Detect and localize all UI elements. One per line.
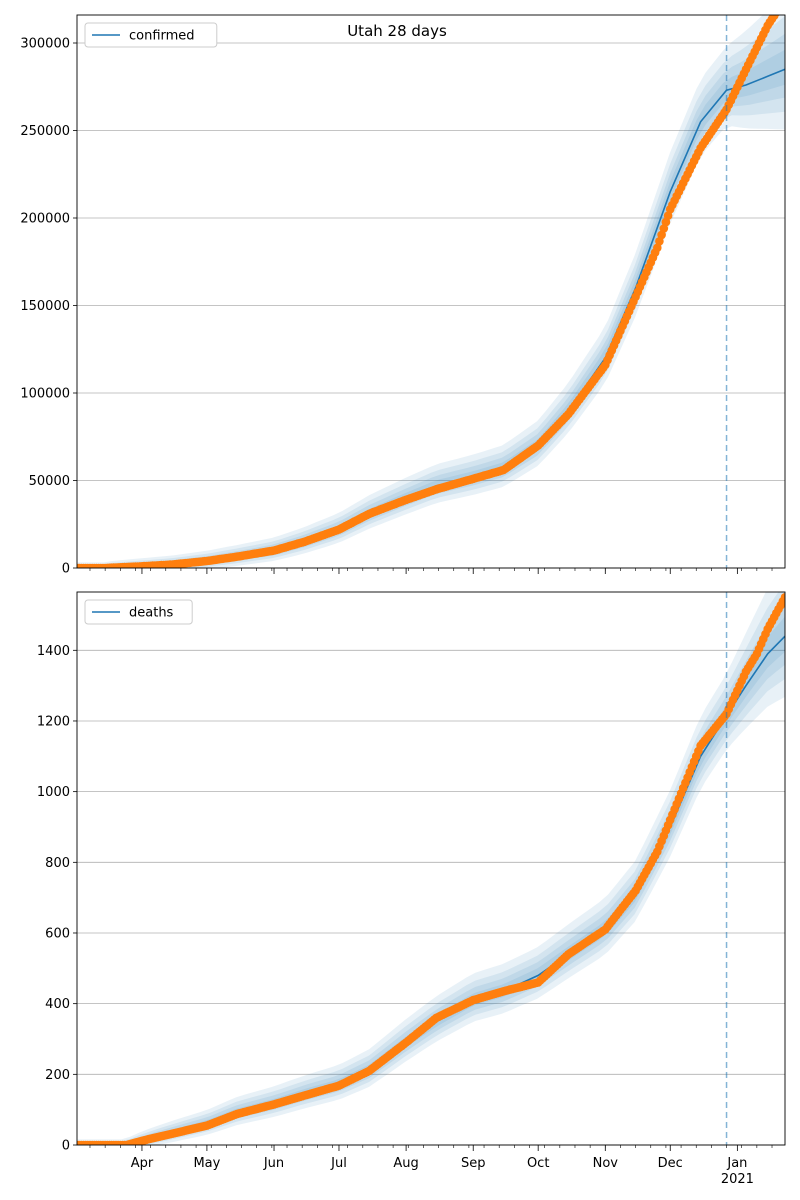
uncertainty-band — [77, 600, 785, 1145]
confirmed-uncertainty-bands — [77, 15, 785, 568]
x-tick-label: Sep — [461, 1156, 486, 1171]
plot-frame — [76, 14, 786, 569]
x-tick-label: Jul — [330, 1156, 347, 1171]
observed-point — [774, 5, 783, 14]
uncertainty-band — [77, 592, 785, 1145]
x-tick-label: Oct — [527, 1156, 549, 1171]
deaths-model-line — [77, 635, 785, 1145]
confirmed-observed-points — [77, 0, 790, 568]
y-tick-label: 400 — [45, 997, 70, 1012]
legend-label: deaths — [129, 606, 174, 621]
model-line — [77, 635, 785, 1145]
deaths-observed-points — [77, 593, 785, 1145]
deaths-grid — [77, 649, 785, 1146]
observed-point — [776, 2, 785, 11]
uncertainty-band — [77, 592, 785, 1145]
observed-point — [781, 0, 790, 4]
observed-point — [780, 593, 785, 602]
y-tick-label: 200000 — [20, 212, 70, 227]
uncertainty-band — [77, 49, 785, 568]
confirmed-legend: confirmed — [84, 22, 218, 48]
x-tick-label: Dec — [658, 1156, 683, 1171]
observed-point — [653, 243, 662, 253]
legend-label: confirmed — [129, 29, 195, 44]
y-tick-label: 1000 — [37, 785, 70, 800]
y-tick-label: 1200 — [37, 714, 70, 729]
x-tick-label: May — [193, 1156, 220, 1171]
confirmed-panel: 0 50000 100000 150000 200000 250000 300000 con… — [20, 0, 790, 577]
legend-box — [84, 22, 218, 48]
y-tick-label: 0 — [62, 1139, 70, 1154]
x-tick-label: Jun — [263, 1156, 284, 1171]
y-tick-label: 250000 — [20, 124, 70, 139]
x-tick-label: Aug — [393, 1156, 418, 1171]
y-tick-label: 0 — [62, 562, 70, 577]
x-tick-label: Jan — [726, 1156, 747, 1171]
y-tick-label: 200 — [45, 1068, 70, 1083]
y-tick-label: 1400 — [37, 644, 70, 659]
x-year-label: 2021 — [721, 1172, 754, 1187]
legend-box — [84, 599, 193, 625]
x-tick-label: Apr — [131, 1156, 154, 1171]
deaths-axes: 0 200 400 600 800 1000 1200 1400 — [37, 591, 786, 1154]
uncertainty-band — [77, 15, 785, 568]
uncertainty-band — [77, 33, 785, 568]
observed-point — [779, 0, 788, 7]
y-tick-label: 150000 — [20, 299, 70, 314]
y-tick-label: 100000 — [20, 387, 70, 402]
uncertainty-band — [77, 616, 785, 1145]
x-tick-label: Nov — [593, 1156, 619, 1171]
deaths-panel: 0 200 400 600 800 1000 1200 1400 deaths — [37, 591, 786, 1154]
chart-title: Utah 28 days — [347, 22, 447, 40]
deaths-uncertainty-bands — [77, 592, 785, 1145]
y-tick-label: 50000 — [29, 474, 70, 489]
y-tick-label: 800 — [45, 856, 70, 871]
y-tick-label: 600 — [45, 926, 70, 941]
deaths-legend: deaths — [84, 599, 193, 625]
plot-frame — [76, 591, 786, 1146]
confirmed-axes: 0 50000 100000 150000 200000 250000 300000 — [20, 14, 786, 577]
y-tick-label: 300000 — [20, 37, 70, 52]
